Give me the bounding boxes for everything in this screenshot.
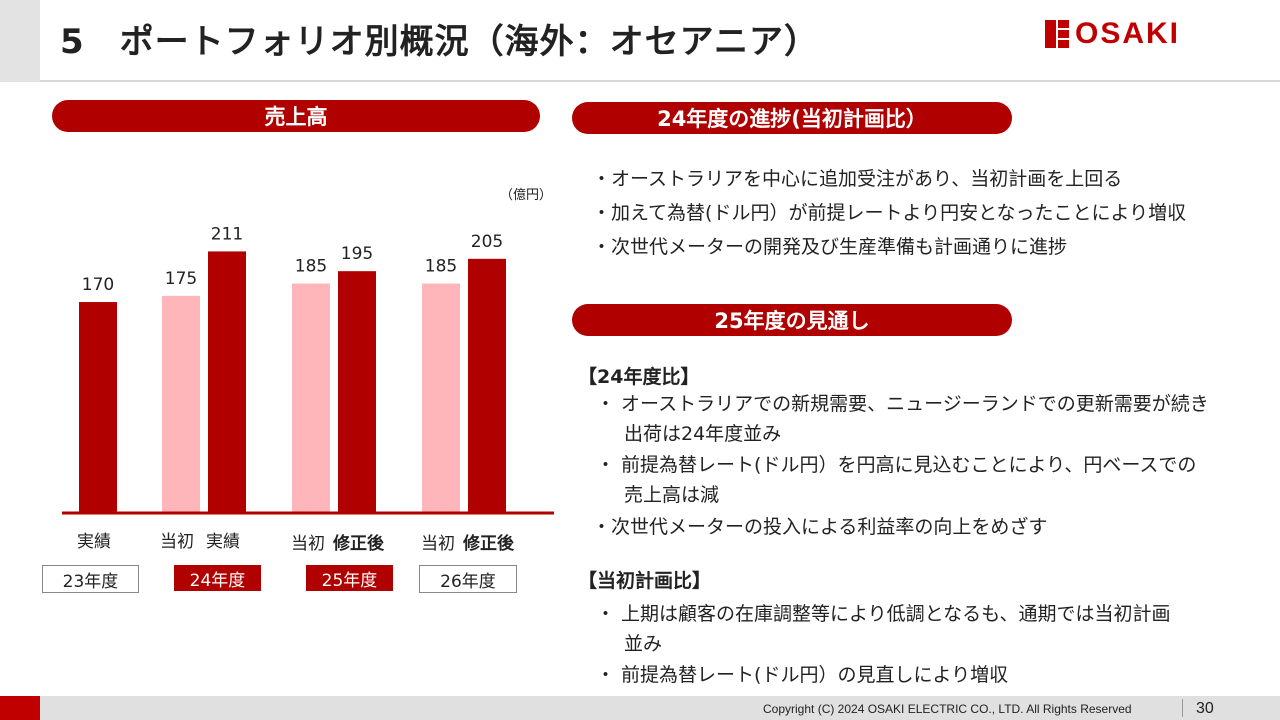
outlook-line: ・次世代メーターの投入による利益率の向上をめざす [592, 516, 1048, 538]
bar-value-label: 205 [471, 232, 503, 252]
outlook-line: ・ 上期は顧客の在庫調整等により低調となるも、通期では当初計画 [596, 603, 1171, 625]
outlook-line: 並み [624, 633, 663, 655]
bar-25年度-当初 [292, 283, 330, 512]
progress-bullet: ・次世代メーターの開発及び生産準備も計画通りに進捗 [592, 236, 1068, 258]
title-accent [0, 0, 40, 82]
bar-value-label: 170 [82, 275, 114, 295]
progress-heading: 24年度の進捗(当初計画比） [572, 102, 1012, 134]
category-label: 当初 [160, 532, 194, 552]
category-label: 修正後 [333, 534, 384, 554]
sales-bar-chart: 170 175 211 185 195 185 205 [62, 224, 554, 515]
year-label: 26年度 [419, 565, 517, 593]
outlook-heading: 25年度の見通し [572, 304, 1012, 336]
year-label: 25年度 [306, 565, 393, 591]
category-label: 当初 [291, 534, 325, 554]
outlook-line: ・ 前提為替レート(ドル円）を円高に見込むことにより、円ベースでの [596, 454, 1197, 476]
progress-bullet: ・加えて為替(ドル円）が前提レートより円安となったことにより増収 [592, 202, 1187, 224]
footer-divider [1182, 699, 1183, 717]
category-label: 当初 [421, 534, 455, 554]
bar-24年度-当初 [162, 295, 200, 512]
year-label: 23年度 [42, 565, 139, 593]
company-logo: OSAKI [1045, 16, 1180, 52]
category-label: 実績 [206, 532, 240, 552]
bar-25年度-修正後 [338, 271, 376, 512]
bar-value-label: 175 [165, 269, 197, 289]
bar-26年度-修正後 [468, 258, 506, 512]
bar-value-label: 211 [211, 224, 243, 244]
outlook-line: 出荷は24年度並み [624, 423, 782, 445]
year-label: 24年度 [174, 565, 261, 591]
logo-text: OSAKI [1075, 17, 1181, 50]
outlook-section1-title: 【24年度比】 [578, 366, 700, 388]
bar-value-label: 185 [295, 257, 327, 277]
copyright-text: Copyright (C) 2024 OSAKI ELECTRIC CO., L… [763, 702, 1132, 716]
progress-bullet: ・オーストラリアを中心に追加受注があり、当初計画を上回る [592, 168, 1123, 190]
outlook-section2-title: 【当初計画比】 [578, 570, 712, 592]
unit-label: （億円） [500, 188, 553, 203]
title-underline [40, 80, 1280, 82]
bar-value-label: 185 [425, 257, 457, 277]
bar-23年度-実績 [79, 302, 117, 512]
bar-24年度-実績 [208, 251, 246, 513]
footer-bar [0, 696, 1280, 720]
category-label: 修正後 [463, 534, 514, 554]
bar-value-label: 195 [341, 244, 373, 264]
page-title: 5 ポートフォリオ別概況（海外：オセアニア） [60, 22, 819, 62]
category-label: 実績 [77, 532, 111, 552]
bar-26年度-当初 [422, 283, 460, 512]
page-number: 30 [1196, 700, 1214, 717]
outlook-line: ・ 前提為替レート(ドル円）の見直しにより増収 [596, 664, 1009, 686]
sales-heading: 売上高 [52, 100, 540, 132]
outlook-line: ・ オーストラリアでの新規需要、ニュージーランドでの更新需要が続き [596, 393, 1209, 415]
logo-mark-icon [1045, 20, 1069, 48]
outlook-line: 売上高は減 [624, 484, 720, 506]
footer-accent [0, 696, 40, 720]
